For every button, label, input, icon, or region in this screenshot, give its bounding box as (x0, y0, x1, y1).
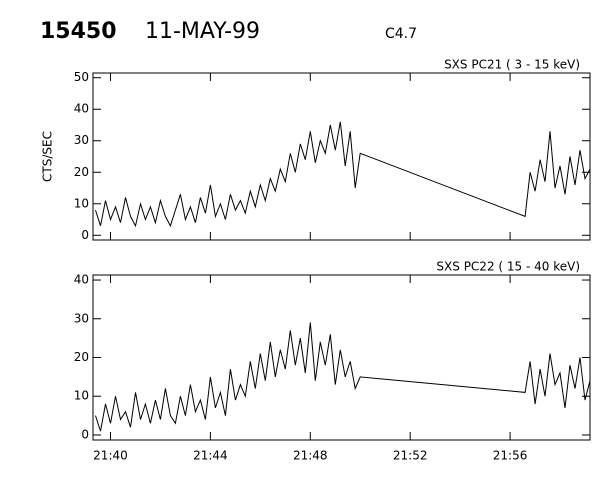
y-tick-label: 30 (74, 311, 89, 325)
x-tick-label: 21:52 (393, 449, 428, 463)
panel-title: SXS PC22 ( 15 - 40 keV) (436, 260, 580, 274)
panel-title: SXS PC21 ( 3 - 15 keV) (444, 58, 580, 72)
x-tick-label: 21:48 (293, 449, 328, 463)
y-tick-label: 40 (74, 273, 89, 287)
x-tick-label: 21:56 (493, 449, 528, 463)
x-tick-label: 21:44 (193, 449, 228, 463)
y-tick-label: 40 (74, 102, 89, 116)
y-tick-label: 30 (74, 133, 89, 147)
data-line (95, 121, 591, 228)
flare-class: C4.7 (385, 26, 417, 42)
y-tick-label: 20 (74, 350, 89, 364)
y-tick-label: 50 (74, 70, 89, 84)
y-axis-label: CTS/SEC (41, 131, 55, 182)
event-date: 11-MAY-99 (145, 19, 260, 44)
y-tick-label: 10 (74, 389, 89, 403)
event-id: 15450 (40, 19, 117, 44)
x-tick-label: 21:40 (93, 449, 128, 463)
y-tick-label: 0 (81, 427, 89, 441)
y-tick-label: 10 (74, 196, 89, 210)
y-tick-label: 0 (81, 228, 89, 242)
plot-frame (92, 72, 591, 241)
data-line (95, 322, 591, 432)
y-tick-label: 20 (74, 165, 89, 179)
